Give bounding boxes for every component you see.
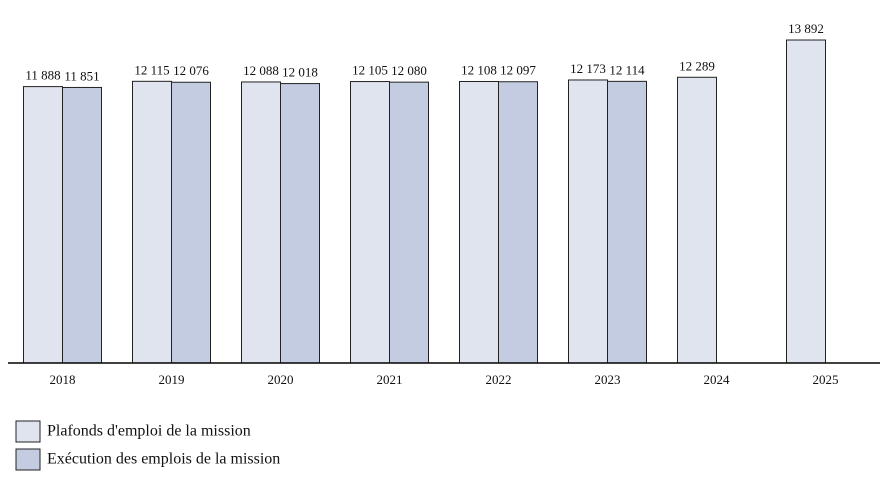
legend-label: Exécution des emplois de la mission (47, 451, 280, 468)
bar (241, 81, 281, 364)
bar (607, 80, 647, 364)
bar (280, 83, 320, 364)
legend-swatch (15, 448, 41, 471)
value-label: 12 080 (391, 63, 427, 78)
value-label: 12 114 (609, 62, 645, 77)
value-label: 12 076 (173, 63, 209, 78)
x-tick-label: 2022 (486, 372, 512, 387)
value-label: 11 851 (64, 68, 99, 83)
value-label: 12 105 (352, 63, 388, 78)
value-label: 12 173 (570, 61, 606, 76)
x-tick-label: 2019 (159, 372, 185, 387)
value-label: 12 088 (243, 63, 279, 78)
legend-label: Plafonds d'emploi de la mission (47, 423, 251, 440)
bar (389, 81, 429, 364)
bar (23, 86, 63, 364)
bar (677, 76, 717, 364)
value-label: 12 289 (679, 58, 715, 73)
x-tick-label: 2023 (595, 372, 621, 387)
bar (62, 86, 102, 364)
value-label: 12 018 (282, 65, 318, 80)
value-label: 12 097 (500, 63, 536, 78)
bar (171, 81, 211, 364)
value-label: 12 115 (134, 62, 169, 77)
x-tick-label: 2024 (704, 372, 731, 387)
bar (459, 80, 499, 364)
bar (568, 79, 608, 364)
bar (498, 81, 538, 364)
x-tick-label: 2021 (377, 372, 403, 387)
bar (132, 80, 172, 364)
value-label: 11 888 (25, 68, 60, 83)
x-tick-label: 2018 (50, 372, 76, 387)
x-tick-label: 2020 (268, 372, 294, 387)
value-label: 12 108 (461, 62, 497, 77)
value-label: 13 892 (788, 21, 824, 36)
legend-swatch (15, 420, 41, 443)
bar (786, 39, 826, 364)
x-tick-label: 2025 (813, 372, 839, 387)
bar (350, 81, 390, 364)
